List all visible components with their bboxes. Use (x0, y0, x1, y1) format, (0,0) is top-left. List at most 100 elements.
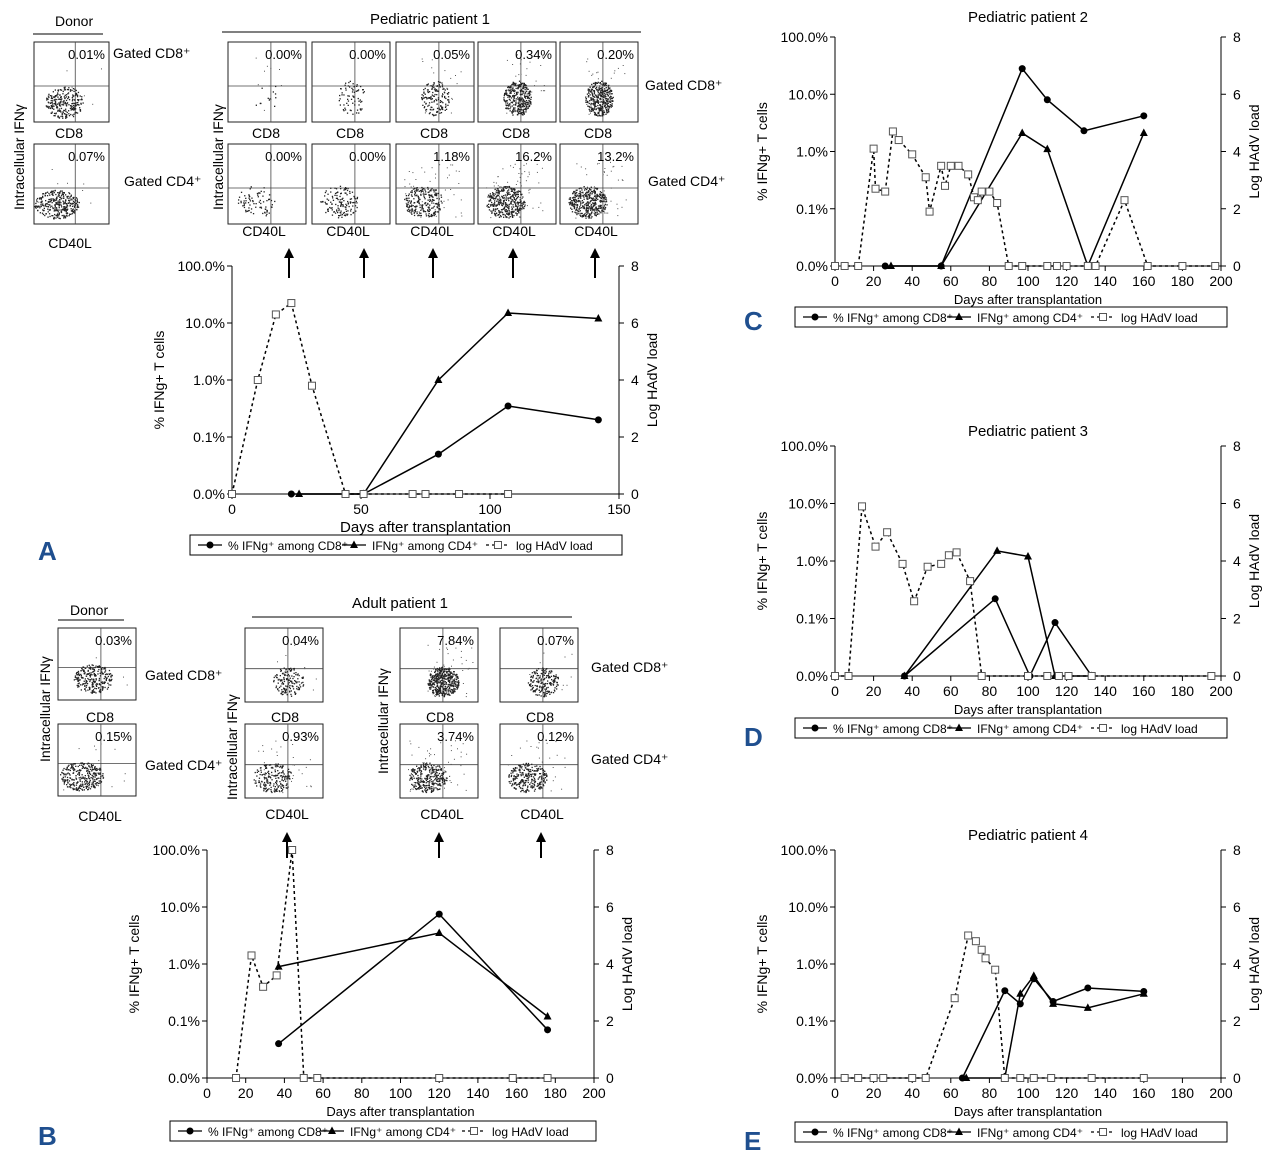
y-tick-label: 100.0% (781, 29, 828, 45)
data-point-s1-6 (1139, 989, 1148, 997)
quadrant-percentage: 0.03% (95, 633, 132, 648)
data-point-s2-7 (923, 562, 932, 571)
gated-cd4-label-donor: Gated CD4⁺ (124, 173, 201, 189)
y2-tick-label: 6 (606, 899, 614, 915)
data-point-s2-17 (1087, 672, 1096, 680)
legend-box (189, 534, 623, 556)
arrow-head (536, 832, 546, 842)
y-tick-label: 100.0% (178, 258, 225, 274)
y-tick-label: 0.1% (168, 1013, 200, 1029)
axis-label-cd40l: CD40L (265, 806, 309, 822)
data-point-s2-10 (981, 954, 990, 963)
axis-label-cd8: CD8 (420, 125, 448, 141)
dotplot-patient-cd8-3: 0.05% (395, 41, 475, 123)
y-tick-label: 0.0% (796, 258, 828, 274)
data-point-s2-31 (1211, 262, 1220, 270)
dotplot-patient-cd8-2: 0.00% (311, 41, 391, 123)
x-axis-label: Days after transplantation (954, 702, 1102, 717)
y-axis-label: % IFNg+ T cells (151, 331, 167, 430)
x-tick-label: 140 (1094, 683, 1118, 699)
dotplot-frame (33, 41, 110, 123)
data-point-s2-8 (971, 937, 980, 946)
data-point-s1-0 (295, 489, 304, 497)
quadrant-percentage: 0.20% (597, 47, 634, 62)
data-point-s2-7 (435, 1074, 444, 1082)
legend-label-1: IFNg⁺ among CD4⁺ (372, 539, 478, 553)
data-point-s2-8 (508, 1074, 517, 1082)
y-tick-label: 0.0% (168, 1070, 200, 1086)
data-point-s0-5 (1140, 112, 1148, 120)
quadrant-percentage: 1.18% (433, 149, 470, 164)
dotplot-patient-cd4-2: 0.00% (311, 143, 391, 225)
x-tick-label: 200 (582, 1085, 606, 1101)
data-point-s2-11 (966, 577, 975, 586)
y-tick-label: 10.0% (788, 899, 828, 915)
x-tick-label: 80 (982, 683, 998, 699)
data-point-s2-10 (952, 548, 961, 557)
series-line-0 (278, 913, 549, 1045)
data-point-s2-27 (1091, 262, 1100, 270)
x-tick-label: 60 (943, 273, 959, 289)
y2-axis-label: Log HAdV load (644, 333, 660, 427)
legend-label-2: log HAdV load (1121, 311, 1198, 325)
quadrant-percentage: 0.00% (265, 47, 302, 62)
charts-layer: 0.01%CD80.07%CD40L0.00%CD80.00%CD40L0.00… (33, 9, 1262, 1143)
dotplot-patient-cd4-1: 0.00% (227, 143, 307, 225)
data-point-s2-0 (840, 1074, 849, 1082)
axis-label-cd8: CD8 (502, 125, 530, 141)
y2-axis-label: Log HAdV load (619, 917, 635, 1011)
series-line-1 (278, 932, 549, 1018)
data-point-s0-1 (1001, 987, 1009, 995)
data-point-s0-3 (504, 402, 512, 410)
series-line-2 (835, 129, 1216, 267)
x-tick-label: 100 (1016, 1085, 1040, 1101)
data-point-s2-5 (299, 1074, 308, 1082)
x-axis-label: Days after transplantation (954, 292, 1102, 307)
data-point-s0-1 (991, 595, 999, 603)
arrow-head (508, 248, 518, 258)
gated-cd8-label-patient: Gated CD8⁺ (645, 77, 722, 93)
legend-label-1: IFNg⁺ among CD4⁺ (977, 311, 1083, 325)
data-point-s2-23 (1043, 262, 1052, 270)
x-tick-label: 60 (315, 1085, 331, 1101)
arrow-a-1 (284, 248, 294, 278)
data-point-s2-12 (1000, 1074, 1009, 1082)
axis-label-cd40l: CD40L (48, 235, 92, 251)
data-point-s2-6 (910, 597, 919, 606)
patient-ylabel: Intracellular IFNγ (210, 104, 226, 210)
x-tick-label: 50 (353, 501, 369, 517)
axis-label-cd8: CD8 (584, 125, 612, 141)
series-line-0 (291, 405, 599, 495)
gated-cd8-label-donor: Gated CD8⁺ (145, 667, 222, 683)
y-tick-label: 10.0% (788, 496, 828, 512)
dotplot-patient-cd4-2: 3.74% (399, 723, 479, 799)
axis-label-cd8: CD8 (426, 709, 454, 725)
data-point-s2-1 (840, 262, 849, 270)
arrow-a-2 (359, 248, 369, 278)
axis-label-cd8: CD8 (271, 709, 299, 725)
data-point-s1-0 (962, 1073, 971, 1081)
quadrant-percentage: 0.04% (282, 633, 319, 648)
x-tick-label: 100 (1016, 683, 1040, 699)
data-point-s1-3 (504, 308, 513, 316)
data-point-s2-3 (879, 1074, 888, 1082)
data-point-s0-2 (1018, 65, 1026, 73)
data-point-s2-0 (831, 262, 839, 270)
axis-label-cd40l: CD40L (574, 223, 618, 239)
data-point-s2-15 (964, 170, 973, 179)
legend-box (794, 306, 1228, 328)
x-tick-label: 120 (1055, 273, 1079, 289)
data-point-s2-18 (1207, 672, 1216, 680)
dotplot-frame (395, 143, 475, 225)
x-tick-label: 20 (866, 683, 882, 699)
data-point-s2-4 (908, 1074, 917, 1082)
dotplot-frame (227, 41, 307, 123)
axis-label-cd8: CD8 (86, 709, 114, 725)
data-point-s2-14 (954, 161, 963, 170)
dotplot-frame (395, 41, 475, 123)
axis-label-cd40l: CD40L (78, 808, 122, 824)
patient-ylabel-2: Intracellular IFNγ (375, 668, 391, 774)
data-point-s2-1 (844, 672, 853, 680)
y-tick-label: 0.1% (796, 201, 828, 217)
